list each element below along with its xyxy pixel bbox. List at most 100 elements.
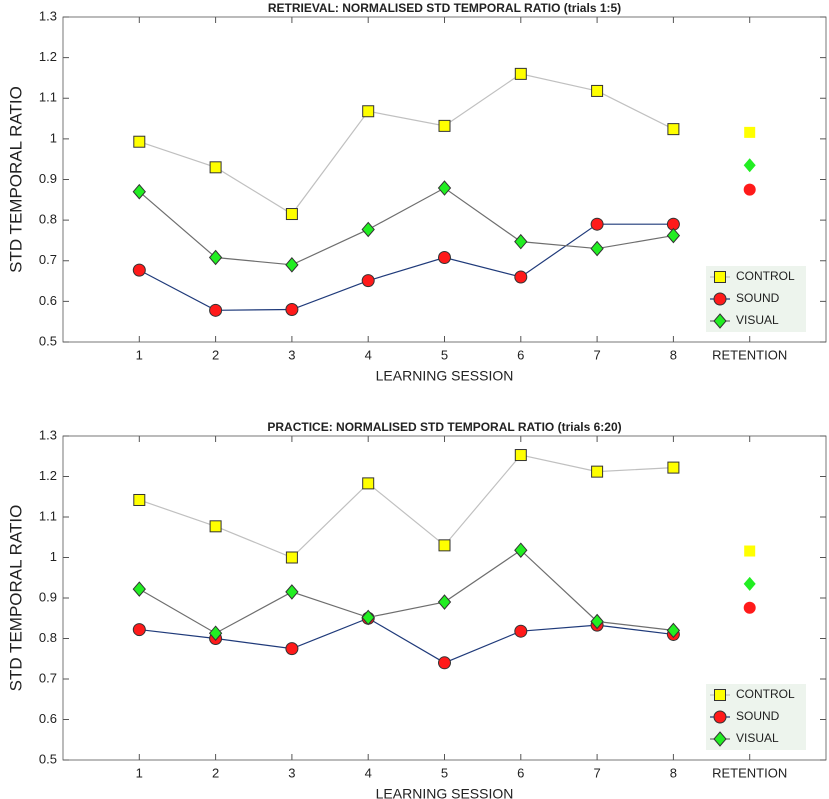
marker-diamond [666,622,681,639]
marker-diamond [666,227,681,244]
marker-square [667,123,680,136]
marker-diamond [132,183,146,200]
marker-diamond [285,257,299,273]
marker-diamond [437,594,452,610]
marker-diamond [590,613,604,630]
y-tick-label: 1.2 [39,468,57,483]
marker-square [514,67,527,80]
marker-diamond [743,158,756,173]
x-tick-label: 6 [517,347,524,362]
y-tick-label: 0.9 [39,589,57,604]
legend-label: CONTROL [736,687,795,701]
marker-circle [514,624,528,638]
x-tick-label: 4 [365,765,372,780]
marker-circle [285,303,299,316]
y-tick-label: 1 [50,130,57,145]
x-tick-label: 3 [288,765,295,780]
marker-diamond [590,240,604,257]
marker-circle [713,710,727,724]
marker-circle [438,656,451,670]
marker-square [744,126,756,138]
series-line [139,223,674,311]
marker-diamond [514,233,528,250]
marker-diamond [361,609,375,626]
y-tick-label: 1.1 [39,90,57,105]
y-tick-label: 0.6 [39,293,57,308]
series-line [138,187,674,266]
marker-diamond [132,581,146,597]
y-tick-label: 0.9 [39,171,57,186]
x-tick-label: RETENTION [712,347,787,362]
marker-square [209,161,222,174]
x-tick-label: 2 [212,765,219,780]
marker-square [514,449,527,462]
marker-square [714,271,726,283]
y-tick-label: 0.5 [39,751,57,766]
y-tick-label: 0.5 [39,333,57,348]
series-line [139,617,674,664]
marker-diamond [713,731,727,747]
marker-circle [285,642,299,656]
x-axis-label: LEARNING SESSION [376,368,514,384]
marker-diamond [437,180,452,196]
series-line [138,549,674,634]
x-tick-label: 4 [365,347,372,362]
marker-circle [132,623,146,637]
x-tick-label: 8 [670,347,677,362]
y-tick-label: 0.7 [39,670,57,685]
marker-square [362,477,375,490]
legend-label: VISUAL [736,731,779,745]
marker-square [744,545,756,557]
plot-area [62,16,827,343]
y-axis-label: STD TEMPORAL RATIO [6,86,25,273]
marker-square [667,461,680,474]
x-tick-label: 8 [670,765,677,780]
series-line [139,454,674,559]
marker-square [714,689,726,701]
marker-square [209,520,222,533]
y-tick-label: 0.8 [39,630,57,645]
marker-circle [743,601,756,614]
marker-circle [743,183,756,196]
marker-square [133,135,146,148]
marker-square [438,119,451,132]
x-axis-label: LEARNING SESSION [376,786,514,799]
y-tick-label: 0.6 [39,711,57,726]
y-tick-label: 1.2 [39,49,57,64]
y-axis-label: STD TEMPORAL RATIO [6,505,25,692]
x-tick-label: 3 [288,347,295,362]
legend-label: CONTROL [736,269,795,283]
y-tick-label: 1.1 [39,508,57,523]
y-tick-label: 0.8 [39,212,57,227]
marker-square [438,539,451,552]
marker-diamond [208,625,223,642]
chart-title: RETRIEVAL: NORMALISED STD TEMPORAL RATIO… [268,1,621,15]
marker-square [285,551,298,564]
series-line [139,73,674,215]
marker-circle [361,274,375,288]
marker-diamond [743,576,756,591]
x-tick-label: 1 [136,347,143,362]
marker-diamond [713,313,727,329]
marker-circle [132,263,146,277]
marker-circle [590,217,604,231]
marker-square [362,105,375,118]
x-tick-label: 5 [441,347,448,362]
x-tick-label: RETENTION [712,765,787,780]
marker-diamond [361,221,375,238]
y-tick-label: 1.3 [39,427,57,442]
legend-label: SOUND [736,709,780,723]
legend-label: VISUAL [736,313,779,327]
marker-circle [514,270,528,284]
marker-diamond [514,542,528,558]
y-tick-label: 1 [50,549,57,564]
marker-square [285,208,298,221]
x-tick-label: 7 [593,765,600,780]
x-tick-label: 6 [517,765,524,780]
marker-diamond [208,249,223,266]
legend-label: SOUND [736,291,780,305]
x-tick-label: 1 [136,765,143,780]
marker-square [591,84,604,97]
marker-circle [209,303,223,317]
